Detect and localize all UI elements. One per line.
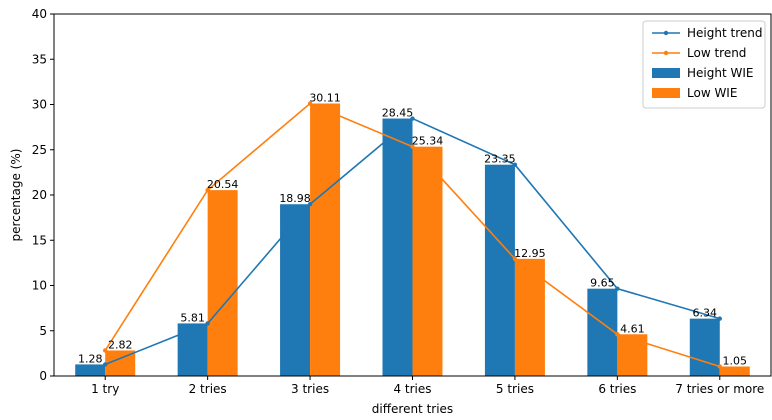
bar-low-wie (514, 258, 545, 376)
y-tick-label: 20 (32, 188, 47, 202)
bar-height-wie (75, 364, 106, 376)
low-trend-point (103, 348, 108, 353)
data-label: 25.34 (412, 135, 444, 148)
data-label: 18.98 (279, 192, 311, 205)
y-tick-label: 10 (32, 279, 47, 293)
x-tick-label: 4 tries (393, 382, 431, 396)
y-tick-label: 40 (32, 7, 47, 21)
legend-label-low-wie: Low WIE (687, 86, 737, 100)
data-label: 6.34 (693, 307, 718, 320)
data-label: 4.61 (620, 322, 645, 335)
height-trend-point (205, 321, 210, 326)
bar-low-wie (617, 334, 648, 376)
legend-swatch-low-wie (652, 88, 680, 98)
bar-height-wie (177, 323, 208, 376)
low-trend-point (717, 364, 722, 369)
y-tick-label: 25 (32, 143, 47, 157)
data-label: 1.28 (78, 352, 103, 365)
bar-low-wie (207, 190, 238, 376)
y-tick-label: 5 (39, 324, 47, 338)
bar-height-wie (382, 118, 413, 376)
legend-label-height-trend: Height trend (687, 26, 762, 40)
height-trend-point (103, 362, 108, 367)
data-label: 1.05 (723, 354, 748, 367)
low-trend-point (615, 332, 620, 337)
x-tick-label: 1 try (91, 382, 119, 396)
x-tick-label: 6 tries (598, 382, 636, 396)
low-trend-point (205, 187, 210, 193)
height-trend-point (307, 202, 313, 207)
height-trend-point (615, 286, 620, 291)
bar-height-wie (587, 288, 618, 376)
data-label: 5.81 (180, 311, 205, 324)
data-label: 2.82 (108, 338, 133, 351)
data-label: 28.45 (382, 107, 414, 120)
x-tick-label: 5 tries (496, 382, 534, 396)
x-axis: 1 try 2 tries 3 tries 4 tries 5 tries 6 tries… (91, 376, 764, 396)
data-labels-layer: 1.28 5.81 18.98 28.45 23.35 9.65 6.34 2.82 20.54… (78, 92, 747, 368)
legend: Height trend Low trend Height WIE Low WIE (642, 20, 766, 109)
trend-lines-layer (103, 101, 722, 369)
bars-layer (75, 103, 750, 376)
y-tick-label: 30 (32, 98, 47, 112)
data-label: 30.11 (309, 92, 341, 105)
bar-low-wie (310, 103, 341, 376)
legend-label-low-trend: Low trend (687, 46, 746, 60)
y-tick-label: 35 (32, 52, 47, 66)
data-label: 23.35 (484, 153, 516, 166)
y-tick-label: 15 (32, 233, 47, 247)
data-label: 9.65 (590, 277, 615, 290)
y-axis: 0 5 10 15 20 25 30 35 40 (32, 7, 54, 383)
bar-low-wie (412, 146, 443, 376)
legend-box (642, 20, 766, 109)
height-trend-point (717, 316, 722, 321)
low-trend-point (512, 256, 518, 262)
legend-label-height-wie: Height WIE (687, 66, 753, 80)
bar-height-wie (484, 164, 515, 376)
height-trend-point (410, 116, 415, 121)
legend-marker-height-trend (663, 30, 669, 36)
bar-height-wie (280, 204, 311, 376)
bar-height-wie (689, 318, 720, 376)
x-tick-label: 2 tries (189, 382, 227, 396)
x-tick-label: 7 tries or more (675, 382, 764, 396)
x-tick-label: 3 tries (291, 382, 329, 396)
y-tick-label: 0 (39, 369, 47, 383)
x-axis-title: different tries (372, 402, 453, 416)
low-trend-point (307, 101, 313, 106)
low-trend-point (410, 144, 415, 149)
height-trend-point (512, 162, 518, 167)
legend-marker-low-trend (663, 50, 669, 56)
data-label: 20.54 (207, 178, 239, 191)
y-axis-title: percentage (%) (9, 149, 23, 242)
data-label: 12.95 (514, 247, 546, 260)
legend-swatch-height-wie (652, 68, 680, 78)
bar-low-wie (719, 366, 750, 376)
